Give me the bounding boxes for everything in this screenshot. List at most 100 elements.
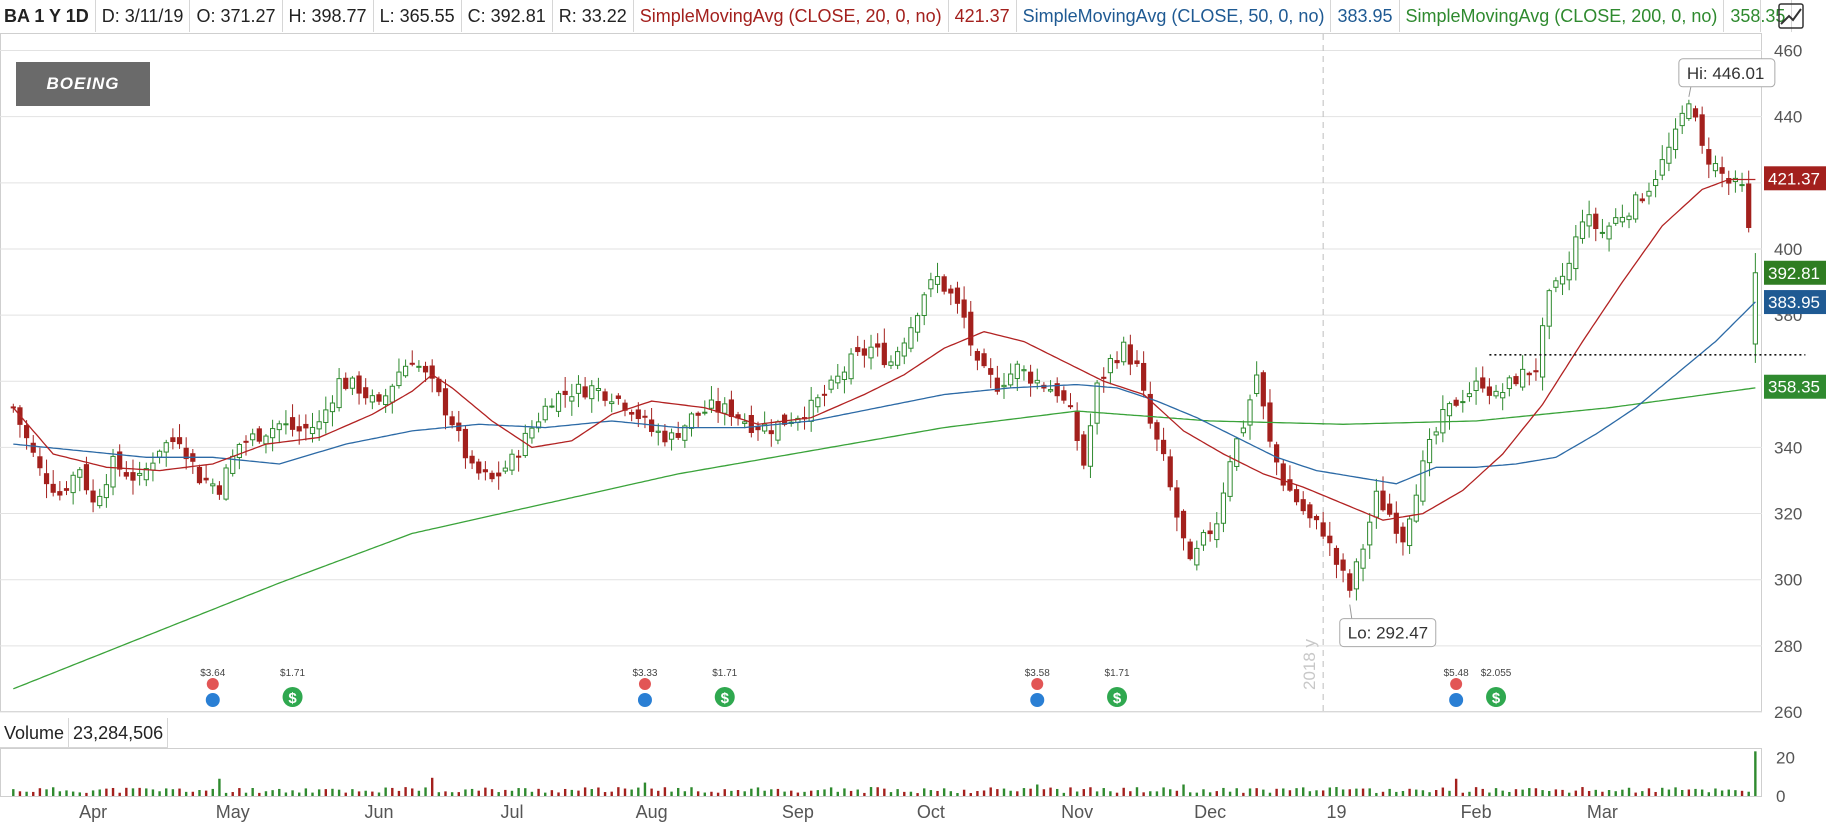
volume-bar [1169, 789, 1172, 796]
volume-bar [131, 788, 135, 796]
volume-bar [1268, 792, 1272, 796]
volume-bar [663, 787, 667, 796]
chart-style-button[interactable] [1760, 0, 1836, 32]
candle-body [1473, 380, 1479, 392]
volume-bar [537, 788, 540, 796]
sma50-legend[interactable]: SimpleMovingAvg (CLOSE, 50, 0, no) [1017, 0, 1332, 32]
volume-bar [1109, 791, 1112, 796]
x-tick-label: 19 [1326, 802, 1346, 822]
candle-body [289, 417, 296, 430]
candle-body [1180, 510, 1187, 539]
candle-body [575, 383, 582, 394]
candle-body [1426, 438, 1433, 464]
volume-bar [1082, 789, 1085, 796]
candle-body [1466, 393, 1473, 398]
candle-body [156, 450, 163, 458]
high-readout: H: 398.77 [283, 0, 374, 32]
candle-body [815, 397, 821, 408]
candle-body [1067, 405, 1074, 408]
candle-body [1506, 377, 1512, 390]
candle-body [1347, 573, 1353, 591]
volume-bar [1135, 787, 1139, 796]
candle-body [30, 442, 36, 453]
y-tick-label: 440 [1774, 108, 1802, 127]
earnings-icon [206, 678, 219, 690]
candle-body [1387, 503, 1393, 515]
candle-body [476, 461, 482, 474]
earnings-value-label: $5.48 [1444, 668, 1469, 679]
dividend-icon-glyph: $ [1113, 690, 1122, 707]
earnings-icon [638, 678, 651, 690]
volume-bar [1587, 790, 1591, 796]
x-tick-label: Mar [1587, 802, 1618, 822]
volume-bar [1441, 787, 1445, 796]
volume-bar [524, 788, 527, 796]
volume-bar [1175, 790, 1179, 796]
volume-bar [1481, 788, 1484, 796]
candle-body [70, 474, 76, 494]
candle-body [1373, 490, 1379, 518]
candle-body [356, 375, 362, 394]
candle-body [728, 399, 734, 417]
candle-body [303, 423, 309, 429]
volume-bar [371, 791, 374, 796]
candle-body [1706, 149, 1712, 165]
volume-value: 23,284,506 [69, 718, 169, 748]
volume-bar [1388, 788, 1391, 796]
volume-bar [1215, 791, 1218, 796]
candle-body [1579, 221, 1586, 239]
sma20-legend[interactable]: SimpleMovingAvg (CLOSE, 20, 0, no) [634, 0, 949, 32]
candle-body [589, 385, 595, 400]
volume-bar [896, 789, 899, 796]
volume-bar [1621, 789, 1624, 796]
candle-body [1752, 272, 1758, 345]
symbol-label[interactable]: BA 1 Y 1D [0, 0, 96, 32]
volume-bar [823, 789, 826, 796]
candle-body [57, 491, 63, 496]
volume-y-tick-label: 0 [1776, 787, 1785, 806]
y-tick-label: 320 [1774, 505, 1802, 524]
volume-bar [1674, 787, 1677, 796]
candle-body [1480, 377, 1486, 389]
close-readout: C: 392.81 [462, 0, 553, 32]
candle-body [1307, 504, 1313, 519]
volume-bar [1454, 778, 1458, 796]
volume-bar [876, 787, 879, 796]
dividend-icon-glyph: $ [1492, 690, 1501, 707]
range-readout: R: 33.22 [553, 0, 634, 32]
low-readout: L: 365.55 [374, 0, 462, 32]
volume-bar [889, 792, 893, 796]
sma50-legend-label: SimpleMovingAvg (CLOSE, 50, 0, no) [1022, 6, 1325, 26]
volume-bar [1056, 788, 1059, 796]
volume-bar [816, 790, 820, 796]
sma200-legend[interactable]: SimpleMovingAvg (CLOSE, 200, 0, no) [1400, 0, 1725, 32]
sma20-legend-value: 421.37 [949, 0, 1017, 32]
volume-bar [1434, 790, 1438, 796]
volume-bar [730, 790, 733, 796]
candle-body [1566, 262, 1572, 281]
volume-bar [344, 792, 347, 796]
volume-bar [1188, 792, 1192, 796]
volume-bar [264, 791, 268, 796]
volume-bar [484, 787, 487, 796]
volume-bar [397, 790, 401, 796]
candle-body [542, 405, 548, 421]
candle-body [1300, 499, 1306, 512]
candle-body [1393, 512, 1399, 534]
volume-bar [1428, 792, 1431, 796]
volume-bar [544, 792, 547, 796]
candle-body [23, 425, 30, 439]
volume-bar [1182, 784, 1185, 796]
candle-body [835, 375, 841, 384]
candle-body [243, 440, 249, 443]
volume-bar [736, 790, 740, 796]
candle-body [961, 299, 967, 318]
candle-body [1739, 184, 1745, 187]
last-value-tag [1764, 260, 1826, 285]
candle-body [1513, 376, 1519, 385]
volume-bar [32, 791, 35, 796]
candle-body [1679, 112, 1685, 127]
volume-bar [923, 788, 926, 796]
volume-bar [38, 788, 42, 796]
